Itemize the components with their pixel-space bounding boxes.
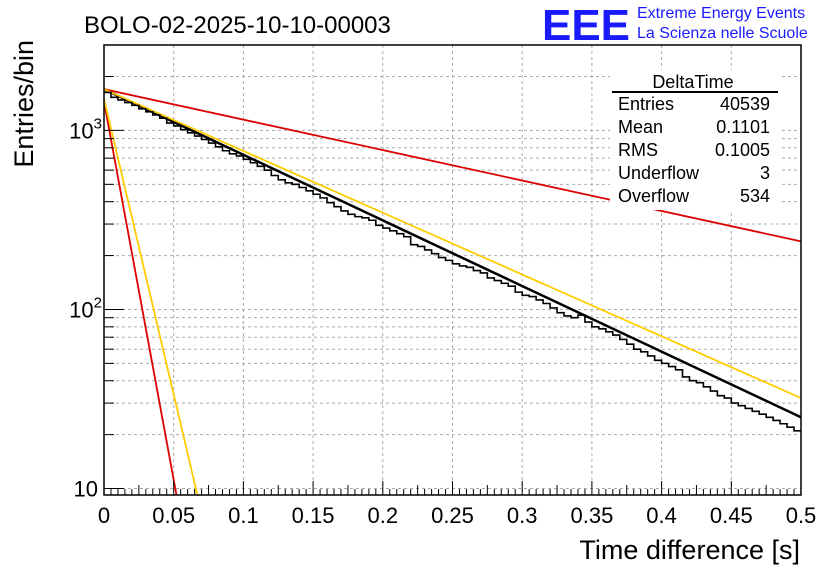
x-tick-label: 0.35: [570, 503, 613, 528]
x-tick-label: 0.05: [152, 503, 195, 528]
fit-fast-orange-line: [103, 98, 199, 496]
stats-value: 0.1005: [715, 140, 770, 160]
stats-label: RMS: [618, 140, 658, 160]
x-tick-label: 0.2: [368, 503, 399, 528]
y-tick-exponent: 2: [94, 294, 102, 311]
y-tick-label: 10: [74, 477, 98, 502]
stats-box-background: [610, 70, 780, 210]
x-tick-label: 0.1: [228, 503, 259, 528]
stats-label: Overflow: [618, 186, 690, 206]
fit-fast-red-line: [103, 101, 178, 496]
logo-line-2: La Scienza nelle Scuole: [637, 25, 808, 42]
x-tick-label: 0.4: [646, 503, 677, 528]
x-tick-labels: 0 0.05 0.1 0.15 0.2 0.25 0.3 0.35 0.4 0.45 0.5: [98, 503, 816, 528]
y-tick-label: 103: [69, 115, 102, 143]
axis-ticks: [103, 44, 802, 495]
stats-value: 3: [760, 163, 770, 183]
eee-logo: EEE Extreme Energy Events La Scienza nel…: [542, 1, 808, 50]
y-tick-exponent: 3: [94, 115, 102, 132]
stats-value: 40539: [720, 94, 770, 114]
fit-slow-red-line: [103, 88, 802, 243]
y-tick-label: 102: [69, 294, 102, 322]
stats-label: Mean: [618, 117, 663, 137]
stats-value: 534: [740, 186, 770, 206]
stats-box: DeltaTime Entries 40539 Mean 0.1101 RMS 0.100…: [610, 70, 780, 210]
y-tick-base: 10: [69, 118, 93, 143]
stats-value: 0.1101: [716, 117, 770, 137]
stats-label: Entries: [618, 94, 674, 114]
chart-title: BOLO-02-2025-10-10-00003: [84, 12, 391, 39]
fit-total-line: [103, 88, 802, 419]
x-axis-title: Time difference [s]: [579, 535, 800, 565]
data-series: [103, 88, 802, 496]
stats-box-name: DeltaTime: [652, 72, 733, 92]
x-tick-label: 0.3: [507, 503, 538, 528]
x-tick-label: 0.5: [786, 503, 817, 528]
x-tick-label: 0.25: [431, 503, 474, 528]
stats-label: Underflow: [618, 163, 700, 183]
x-tick-label: 0.15: [292, 503, 335, 528]
fit-slow-orange-line: [103, 88, 802, 399]
logo-line-1: Extreme Energy Events: [637, 5, 805, 22]
x-tick-label: 0.45: [710, 503, 753, 528]
y-tick-base: 10: [74, 477, 98, 502]
x-tick-label: 0: [98, 503, 110, 528]
logo-mark: EEE: [542, 1, 630, 50]
stats-rows: Entries 40539 Mean 0.1101 RMS 0.1005 Underflow…: [618, 94, 770, 206]
grid-lines: [104, 44, 801, 495]
histogram-step-line: [104, 91, 801, 432]
y-tick-base: 10: [69, 297, 93, 322]
y-axis-title: Entries/bin: [9, 40, 39, 168]
